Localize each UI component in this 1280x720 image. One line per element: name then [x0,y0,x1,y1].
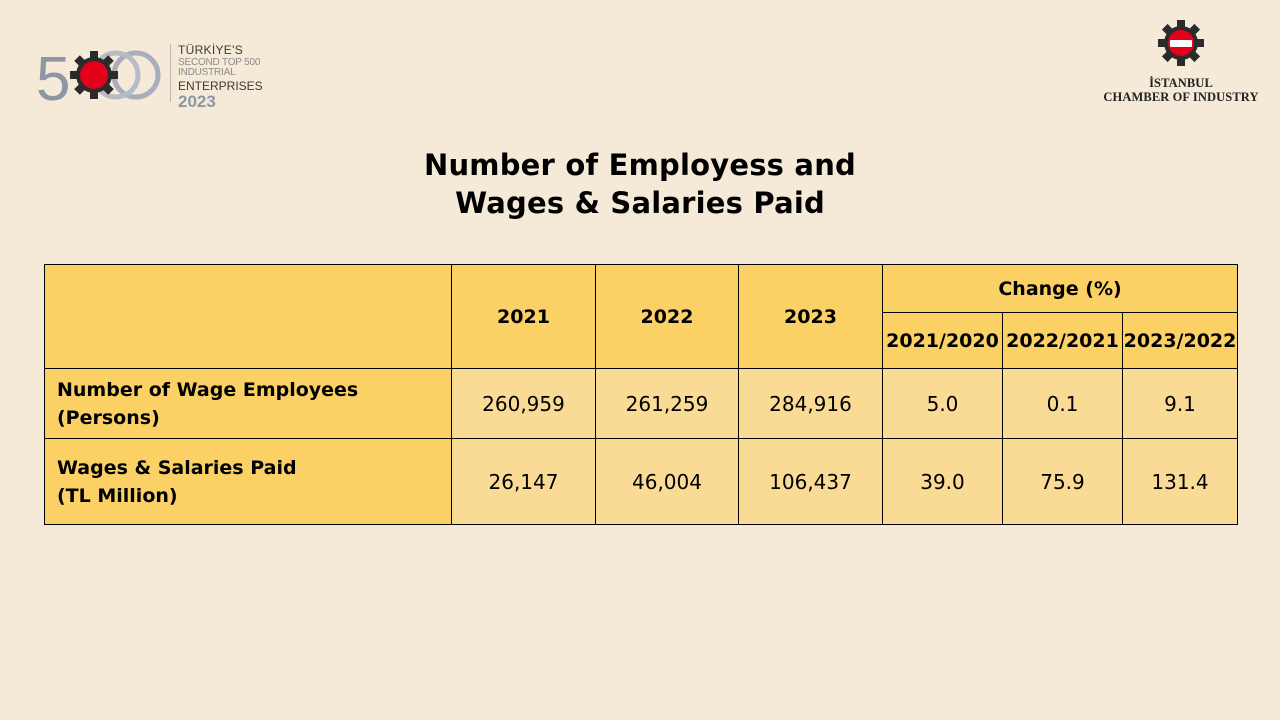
change-cell: 131.4 [1121,438,1239,525]
value-cell: 26,147 [451,438,596,525]
row-label: Wages & Salaries Paid (TL Million) [44,438,452,525]
iso-name: İSTANBUL CHAMBER OF INDUSTRY [1098,76,1264,104]
row-label-line: Wages & Salaries Paid [57,456,297,479]
logo-line-4: 2023 [178,92,216,111]
iso-name-line-1: İSTANBUL [1149,76,1213,90]
data-table: 2021 2022 2023 Change (%) 2021/2020 2022… [44,264,1239,525]
iso-gear-icon [1158,20,1204,66]
change-header: Change (%) [881,264,1239,313]
value-cell: 260,959 [451,368,596,439]
table-row: Number of Wage Employees (Persons) 260,9… [44,368,1239,439]
col-header-year: 2023 [738,264,883,369]
iso-name-line-2: CHAMBER OF INDUSTRY [1103,90,1259,104]
col-header-year: 2021 [451,264,596,369]
page-title: Number of Employess and Wages & Salaries… [0,146,1280,222]
col-header-change: 2023/2022 [1121,312,1239,369]
row-label-line: Number of Wage Employees (Persons) [57,378,359,429]
table-subheader-row: 2021/2020 2022/2021 2023/2022 [45,312,1239,369]
col-header-year: 2022 [595,264,739,369]
change-cell: 5.0 [882,368,1003,439]
value-cell: 46,004 [595,438,739,525]
row-label-line: (TL Million) [57,484,178,507]
iso-logo: İSTANBUL CHAMBER OF INDUSTRY [1098,20,1264,104]
corner-cell [44,264,452,369]
logo-divider [170,44,171,102]
top500-logo: 5 TÜRKİYE'S SECOND TOP 500 INDUSTRIAL EN… [36,42,296,110]
value-cell: 261,259 [595,368,739,439]
col-header-change: 2021/2020 [882,312,1003,369]
change-cell: 39.0 [882,438,1003,525]
logo-line-1: TÜRKİYE'S [178,43,244,57]
table-row: Wages & Salaries Paid (TL Million) 26,14… [44,438,1239,525]
col-header-change: 2022/2021 [1002,312,1123,369]
logo-line-3: ENTERPRISES [178,79,263,93]
table-header-row: 2021 2022 2023 Change (%) [44,264,1239,369]
change-cell: 9.1 [1121,368,1239,439]
top500-emblem-icon: 5 [36,45,161,108]
page-title-line-2: Wages & Salaries Paid [455,186,825,220]
top500-logo-text: TÜRKİYE'S SECOND TOP 500 INDUSTRIAL ENTE… [178,44,296,110]
change-cell: 0.1 [1002,368,1123,439]
svg-text:5: 5 [36,45,70,108]
change-cell: 75.9 [1002,438,1123,525]
logo-line-2: SECOND TOP 500 INDUSTRIAL [178,57,261,78]
page-title-line-1: Number of Employess and [423,148,856,182]
value-cell: 284,916 [738,368,883,439]
value-cell: 106,437 [738,438,883,525]
row-label: Number of Wage Employees (Persons) [44,368,452,439]
